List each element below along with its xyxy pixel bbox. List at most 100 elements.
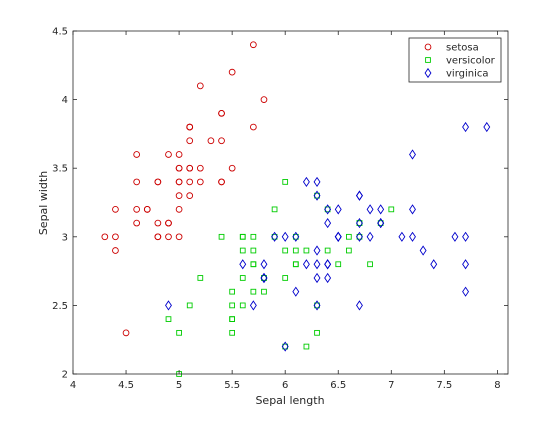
data-point-versicolor <box>388 206 395 213</box>
x-tick-label: 4 <box>70 380 76 391</box>
data-point-setosa <box>154 178 162 186</box>
data-point-virginica <box>483 121 491 133</box>
x-tick-label: 5.5 <box>224 380 240 391</box>
data-point-versicolor <box>314 329 320 336</box>
x-tick-label: 7 <box>388 380 394 391</box>
legend-marker-virginica <box>424 67 432 79</box>
data-point-setosa <box>196 178 204 186</box>
data-point-setosa <box>260 96 268 103</box>
data-point-virginica <box>249 300 257 311</box>
data-point-setosa <box>175 192 183 199</box>
data-point-versicolor <box>303 247 310 254</box>
data-point-virginica <box>366 204 374 215</box>
data-point-versicolor <box>186 302 193 309</box>
data-point-virginica <box>409 149 416 160</box>
data-point-setosa <box>133 151 141 158</box>
y-tick-label: 4.5 <box>52 27 68 38</box>
data-point-virginica <box>334 231 342 242</box>
data-point-virginica <box>271 231 279 242</box>
y-tick-label: 2.5 <box>52 301 68 312</box>
data-point-versicolor <box>165 316 172 322</box>
data-point-setosa <box>250 123 257 131</box>
data-point-setosa <box>175 151 183 158</box>
data-point-versicolor <box>346 247 352 254</box>
data-point-virginica <box>430 259 438 270</box>
data-point-virginica <box>409 204 416 215</box>
data-point-setosa <box>228 68 236 76</box>
data-point-setosa <box>175 178 183 186</box>
data-point-versicolor <box>292 261 299 268</box>
ticks-layer: 4 4.5 5 5.5 6 6.5 7 7.5 8 2 2.5 3 3.5 4 4.5 <box>52 27 508 391</box>
data-point-virginica <box>419 245 427 256</box>
data-point-versicolor <box>250 247 257 254</box>
data-point-virginica <box>366 231 374 242</box>
data-point-virginica <box>260 259 268 270</box>
x-tick-label: 6.5 <box>330 380 346 391</box>
y-tick-label: 3 <box>62 232 68 243</box>
axes-box <box>72 30 509 375</box>
data-point-setosa <box>112 233 119 241</box>
data-point-setosa <box>218 137 225 145</box>
data-point-setosa <box>165 151 172 158</box>
data-point-virginica <box>377 217 385 229</box>
data-point-virginica <box>313 300 321 311</box>
data-point-virginica <box>324 204 332 215</box>
data-point-virginica <box>292 286 300 297</box>
data-point-versicolor <box>292 247 299 254</box>
legend-marker-setosa <box>424 43 432 51</box>
data-point-virginica <box>313 190 321 201</box>
data-point-setosa <box>196 82 204 90</box>
data-point-setosa <box>175 164 183 172</box>
data-point-setosa <box>186 123 194 131</box>
x-tick-label: 6 <box>282 380 288 391</box>
data-point-setosa <box>165 219 172 227</box>
data-point-virginica <box>313 272 321 284</box>
data-point-setosa <box>133 219 141 227</box>
plot-area <box>73 31 508 374</box>
data-point-virginica <box>260 272 268 284</box>
data-point-versicolor <box>367 261 373 268</box>
data-point-virginica <box>313 176 321 188</box>
legend-label-setosa: setosa <box>446 43 479 54</box>
data-point-virginica <box>451 231 459 242</box>
data-point-versicolor <box>250 288 257 295</box>
data-point-virginica <box>398 231 406 242</box>
data-point-virginica <box>356 300 363 311</box>
data-point-versicolor <box>239 247 246 254</box>
data-point-setosa <box>228 164 236 172</box>
data-point-virginica <box>281 231 289 242</box>
legend-marker-versicolor <box>425 57 431 63</box>
data-point-setosa <box>112 247 119 254</box>
data-point-virginica <box>377 204 385 215</box>
x-axis-label: Sepal length <box>255 394 324 407</box>
data-point-versicolor <box>282 275 289 281</box>
data-point-setosa <box>196 164 204 172</box>
legend-entries: setosa versicolor virginica <box>424 43 496 80</box>
data-point-versicolor <box>282 247 289 254</box>
data-point-virginica <box>239 259 247 270</box>
x-tick-label: 5 <box>176 380 182 391</box>
data-point-virginica <box>313 245 321 256</box>
data-point-setosa <box>154 233 162 241</box>
data-point-versicolor <box>250 261 257 268</box>
data-point-versicolor <box>218 233 225 240</box>
data-point-virginica <box>165 300 172 311</box>
data-point-virginica <box>462 286 470 297</box>
legend-box <box>408 37 502 83</box>
data-point-versicolor <box>239 233 246 240</box>
data-point-versicolor <box>282 179 289 185</box>
data-point-versicolor <box>324 247 331 254</box>
data-point-setosa <box>207 137 215 145</box>
legend-label-versicolor: versicolor <box>446 56 496 67</box>
legend: setosa versicolor virginica <box>408 37 502 83</box>
data-point-versicolor <box>303 343 310 350</box>
data-point-virginica <box>292 231 300 242</box>
points-layer <box>101 41 491 377</box>
data-point-setosa <box>133 206 141 213</box>
data-point-versicolor <box>197 275 204 281</box>
data-point-setosa <box>143 206 151 213</box>
data-point-versicolor <box>335 261 342 268</box>
data-point-versicolor <box>229 302 235 309</box>
data-point-versicolor <box>271 206 278 213</box>
